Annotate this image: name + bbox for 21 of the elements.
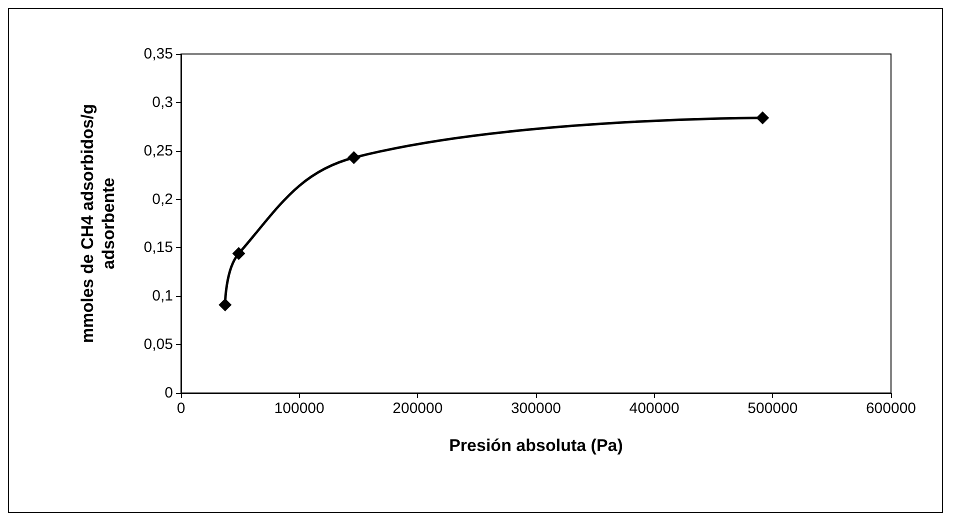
y-tick-label: 0,3 — [152, 94, 173, 111]
point — [347, 151, 360, 164]
y-tick-label: 0,25 — [144, 142, 173, 160]
x-tick-label: 100000 — [274, 400, 324, 417]
y-axis-title: mmoles de CH4 adsorbidos/g adsorbente — [78, 104, 118, 343]
y-tick-label: 0 — [164, 384, 173, 402]
point — [218, 298, 232, 312]
y-tick-label: 0,15 — [144, 239, 173, 256]
x-axis-title: Presión absoluta (Pa) — [449, 436, 623, 455]
x-tick-label: 500000 — [748, 400, 798, 417]
x-tick-label: 300000 — [510, 400, 562, 417]
y-tick-label: 0,35 — [144, 46, 173, 62]
point — [756, 111, 770, 124]
x-tick-label: 600000 — [866, 400, 916, 417]
y-tick-label: 0,1 — [152, 288, 173, 305]
x-tick-label: 400000 — [629, 400, 680, 417]
x-tick-label: 0 — [176, 400, 186, 417]
y-tick-label: 0,2 — [152, 190, 173, 208]
x-tick-label: 200000 — [392, 400, 443, 417]
point — [232, 247, 246, 260]
y-tick-label: 0,05 — [144, 336, 173, 354]
